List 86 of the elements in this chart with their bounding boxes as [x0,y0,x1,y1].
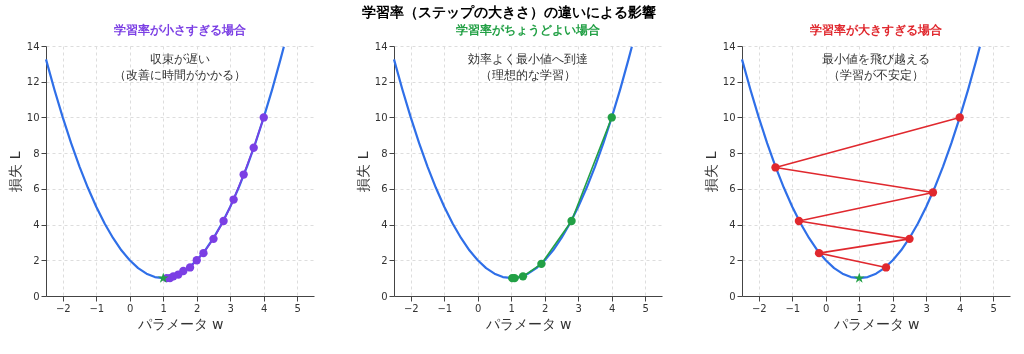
point [794,216,804,226]
y-tick-label: 8 [33,147,40,159]
point [157,272,169,283]
x-tick-label: −1 [785,302,801,314]
x-tick-label: 2 [542,302,549,314]
y-tick-label: 4 [729,219,736,231]
x-tick-label: −2 [403,302,419,314]
annotation: 効率よく最小値へ到達 [468,52,588,66]
x-tick-label: 0 [475,302,482,314]
text: 学習率（ステップの大きさ）の違いによる影響 [362,4,657,20]
annotation: 収束が遅い [150,52,210,66]
chart-title: 学習率が大きすぎる場合 [810,23,943,37]
point [955,113,964,122]
annotation: 最小値を飛び越える [822,52,930,66]
point [518,272,528,281]
point [607,113,616,122]
x-tick-label: 5 [294,302,301,314]
y-tick-label: 0 [381,290,388,302]
y-tick-label: 0 [729,290,736,302]
point [567,216,576,226]
point [199,248,208,258]
x-tick-label: 3 [575,302,582,314]
x-tick-label: −1 [437,302,453,314]
x-tick-label: 4 [609,302,616,314]
y-tick-label: 12 [722,76,736,88]
x-tick-label: 5 [990,302,997,314]
y-tick-label: 10 [26,111,40,123]
y-tick-label: 0 [33,290,40,302]
x-tick-label: 1 [508,302,515,314]
y-tick-label: 6 [729,183,736,195]
x-axis-title: パラメータ w [484,315,572,332]
point [209,234,218,244]
x-tick-label: −2 [55,302,71,314]
y-tick-label: 2 [729,254,736,266]
x-tick-label: 4 [261,302,268,314]
y-tick-label: 8 [381,147,388,159]
y-tick-label: 10 [722,111,736,123]
point [537,259,546,269]
y-axis-title: 損失 L [354,151,371,192]
x-tick-label: 3 [923,302,930,314]
point [881,263,891,272]
y-axis-title: 損失 L [702,151,719,192]
y-tick-label: 12 [26,76,40,88]
point [229,195,238,204]
point [249,143,258,152]
x-tick-label: 2 [194,302,201,314]
point [185,263,195,272]
x-tick-label: 4 [957,302,964,314]
x-tick-label: 0 [823,302,830,314]
annotation: （改善に時間がかかる） [114,68,246,82]
x-axis-title: パラメータ w [136,315,224,332]
y-tick-label: 6 [381,183,388,195]
x-tick-label: 0 [127,302,134,314]
chart-title: 学習率がちょうどよい場合 [456,23,601,37]
x-axis-title: パラメータ w [832,315,920,332]
x-tick-label: −2 [751,302,767,314]
point [239,170,248,179]
y-tick-label: 2 [33,254,40,266]
x-tick-label: 2 [890,302,897,314]
point [192,256,201,265]
point [928,188,938,197]
point [219,216,228,226]
point [259,113,268,122]
y-tick-label: 6 [33,183,40,195]
point [905,234,914,244]
y-tick-label: 4 [381,219,388,231]
x-tick-label: 3 [227,302,234,314]
annotation: （学習が不安定） [828,68,924,82]
annotation: （理想的な学習） [480,68,576,82]
x-tick-label: −1 [89,302,105,314]
x-tick-label: 5 [642,302,649,314]
y-tick-label: 12 [374,76,388,88]
point [814,248,824,258]
y-axis-title: 損失 L [6,151,23,192]
y-tick-label: 10 [374,111,388,123]
point [853,272,865,283]
y-tick-label: 14 [722,40,736,52]
y-tick-label: 14 [26,40,40,52]
y-tick-label: 2 [381,254,388,266]
point [771,163,780,172]
y-tick-label: 14 [374,40,388,52]
chart-title: 学習率が小さすぎる場合 [114,23,247,37]
x-tick-label: 1 [856,302,863,314]
y-tick-label: 4 [33,219,40,231]
x-tick-label: 1 [160,302,167,314]
y-tick-label: 8 [729,147,736,159]
